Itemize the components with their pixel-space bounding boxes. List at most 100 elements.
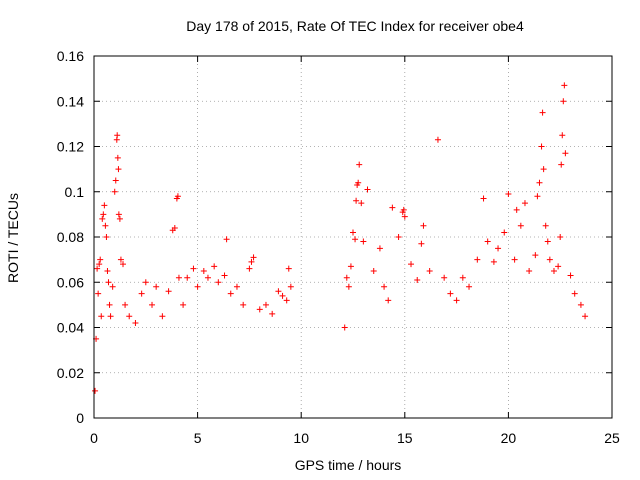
data-point xyxy=(138,290,145,297)
y-tick-label: 0.02 xyxy=(57,365,84,381)
grid-lines xyxy=(94,56,612,418)
y-tick-label: 0.14 xyxy=(57,93,84,109)
data-point xyxy=(408,261,415,268)
x-tick-label: 15 xyxy=(397,430,413,446)
data-point xyxy=(114,154,121,161)
data-point xyxy=(341,324,348,331)
data-point xyxy=(97,256,104,263)
data-point xyxy=(370,267,377,274)
data-point xyxy=(149,301,156,308)
y-tick-label: 0.12 xyxy=(57,139,84,155)
data-point xyxy=(546,256,553,263)
data-point xyxy=(103,234,110,240)
data-point xyxy=(484,238,491,245)
data-point xyxy=(540,166,547,173)
data-point xyxy=(534,193,541,200)
data-point xyxy=(517,222,524,229)
data-point xyxy=(204,274,211,281)
data-point xyxy=(175,274,182,281)
data-point xyxy=(105,279,112,286)
data-point xyxy=(343,274,350,281)
data-point xyxy=(112,177,119,184)
data-point xyxy=(102,222,109,229)
data-point xyxy=(262,301,269,308)
data-point xyxy=(142,279,149,286)
data-point xyxy=(101,202,108,209)
data-point xyxy=(358,200,365,207)
data-point xyxy=(115,211,122,218)
data-point xyxy=(165,288,172,295)
data-point xyxy=(418,240,425,247)
y-axis-label: ROTI / TECUs xyxy=(5,193,21,283)
data-point xyxy=(180,301,187,308)
data-point xyxy=(539,109,546,116)
data-point xyxy=(356,161,363,168)
data-point xyxy=(153,283,160,290)
data-point xyxy=(555,263,562,270)
data-point xyxy=(511,256,518,263)
data-point xyxy=(174,193,181,200)
data-point xyxy=(350,229,356,236)
data-point xyxy=(211,263,218,270)
data-point xyxy=(275,288,282,295)
data-point xyxy=(571,290,578,297)
x-tick-label: 5 xyxy=(194,430,202,446)
chart-title: Day 178 of 2015, Rate Of TEC Index for r… xyxy=(186,18,524,34)
data-point xyxy=(122,301,129,308)
x-tick-label: 20 xyxy=(501,430,517,446)
data-point xyxy=(376,245,383,252)
data-point xyxy=(114,132,121,139)
data-point xyxy=(395,234,402,240)
data-point xyxy=(246,265,253,272)
data-point xyxy=(99,215,106,222)
data-point xyxy=(223,236,230,243)
data-point xyxy=(100,211,107,218)
data-point xyxy=(95,290,102,297)
data-point xyxy=(453,297,460,304)
data-point xyxy=(536,179,543,186)
data-point xyxy=(250,254,257,261)
data-point xyxy=(426,267,433,274)
data-point xyxy=(104,267,111,274)
data-point xyxy=(240,301,247,308)
data-point xyxy=(544,238,551,245)
data-point xyxy=(285,265,292,272)
data-point xyxy=(98,313,105,320)
data-point xyxy=(287,283,294,290)
x-tick-label: 10 xyxy=(293,430,309,446)
data-point xyxy=(441,274,448,281)
data-point xyxy=(560,98,567,105)
data-point xyxy=(126,313,133,320)
data-point xyxy=(215,279,222,286)
data-point xyxy=(495,245,502,252)
data-point xyxy=(567,272,574,279)
y-tick-label: 0.08 xyxy=(57,229,84,245)
data-point xyxy=(117,256,124,263)
data-point xyxy=(434,136,441,143)
data-point xyxy=(109,283,116,290)
data-point xyxy=(159,313,166,320)
data-point xyxy=(120,261,127,268)
data-point xyxy=(400,206,407,213)
data-point xyxy=(190,265,197,272)
data-point xyxy=(200,267,207,274)
data-point xyxy=(283,297,290,304)
data-point xyxy=(279,292,286,299)
data-point xyxy=(364,186,371,193)
data-point xyxy=(360,238,367,245)
data-point xyxy=(521,200,528,207)
data-point xyxy=(106,301,113,308)
data-point xyxy=(474,256,481,263)
data-point xyxy=(107,313,114,320)
data-point xyxy=(414,276,421,283)
data-point xyxy=(381,283,388,290)
y-tick-label: 0.04 xyxy=(57,320,84,336)
data-point xyxy=(505,191,512,198)
data-point xyxy=(227,290,234,297)
data-point xyxy=(538,143,545,150)
axis-ticks: 0 0.02 0.04 0.06 0.08 0.1 0.12 0.14 0.16 0 5 10 15 20… xyxy=(57,48,620,446)
data-point xyxy=(490,258,497,265)
y-tick-label: 0.06 xyxy=(57,274,84,290)
data-point xyxy=(132,319,139,326)
data-point xyxy=(501,229,508,236)
